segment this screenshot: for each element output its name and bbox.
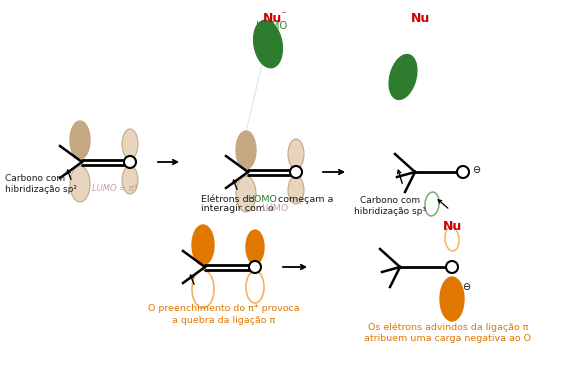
Ellipse shape bbox=[70, 121, 90, 159]
Ellipse shape bbox=[70, 166, 90, 202]
Circle shape bbox=[249, 261, 261, 273]
Text: Carbono com
hibridização sp²: Carbono com hibridização sp² bbox=[5, 174, 77, 194]
Text: Os elétrons advindos da ligação π
atribuem uma carga negativa ao O: Os elétrons advindos da ligação π atribu… bbox=[365, 322, 531, 343]
Text: ⁻: ⁻ bbox=[280, 10, 286, 20]
Text: Nu: Nu bbox=[410, 12, 430, 25]
Text: Nu: Nu bbox=[263, 12, 282, 25]
Circle shape bbox=[446, 261, 458, 273]
Ellipse shape bbox=[122, 166, 138, 194]
Ellipse shape bbox=[236, 131, 256, 169]
Text: HOMO: HOMO bbox=[247, 195, 277, 204]
Circle shape bbox=[124, 156, 136, 168]
Text: ⊖: ⊖ bbox=[462, 282, 470, 292]
Ellipse shape bbox=[288, 176, 304, 204]
Text: começam a: começam a bbox=[275, 195, 333, 204]
Text: LUMO = π*: LUMO = π* bbox=[92, 184, 138, 193]
Ellipse shape bbox=[192, 225, 214, 265]
Ellipse shape bbox=[389, 55, 417, 99]
Ellipse shape bbox=[246, 230, 264, 264]
Text: Elétrons do: Elétrons do bbox=[201, 195, 258, 204]
Ellipse shape bbox=[122, 129, 138, 159]
Text: O preenchimento do π* provoca
a quebra da ligação π: O preenchimento do π* provoca a quebra d… bbox=[148, 304, 300, 325]
Circle shape bbox=[457, 166, 469, 178]
Text: ⊖: ⊖ bbox=[472, 165, 480, 175]
Text: LUMO: LUMO bbox=[261, 204, 288, 213]
Ellipse shape bbox=[254, 20, 282, 68]
Ellipse shape bbox=[236, 176, 256, 212]
Text: HOMO: HOMO bbox=[256, 21, 288, 31]
Text: Nu: Nu bbox=[443, 220, 462, 233]
Circle shape bbox=[290, 166, 302, 178]
Text: Carbono com
hibridização sp³: Carbono com hibridização sp³ bbox=[354, 196, 426, 216]
Text: interagir com o: interagir com o bbox=[201, 204, 277, 213]
Ellipse shape bbox=[440, 277, 464, 321]
Ellipse shape bbox=[288, 139, 304, 169]
